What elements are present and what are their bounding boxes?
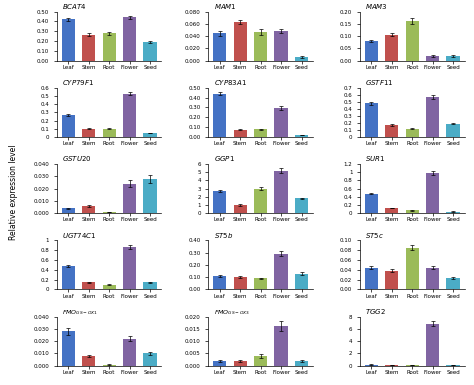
- Bar: [426, 56, 439, 61]
- Bar: [365, 268, 378, 290]
- Bar: [213, 94, 227, 137]
- Bar: [62, 208, 75, 213]
- Text: $\mathit{FMO}$$_{\mathit{GS-OX3}}$: $\mathit{FMO}$$_{\mathit{GS-OX3}}$: [214, 308, 250, 316]
- Bar: [254, 356, 267, 366]
- Bar: [102, 129, 116, 137]
- Bar: [274, 326, 288, 366]
- Bar: [406, 22, 419, 61]
- Bar: [365, 365, 378, 366]
- Bar: [102, 365, 116, 366]
- Bar: [234, 130, 247, 137]
- Bar: [274, 31, 288, 61]
- Bar: [234, 277, 247, 290]
- Bar: [295, 135, 308, 137]
- Bar: [295, 361, 308, 366]
- Text: $\it{TGG2}$: $\it{TGG2}$: [365, 307, 386, 316]
- Bar: [295, 199, 308, 213]
- Bar: [254, 189, 267, 213]
- Bar: [143, 179, 156, 213]
- Bar: [274, 171, 288, 213]
- Bar: [447, 278, 460, 290]
- Text: $\it{MAM3}$: $\it{MAM3}$: [365, 2, 388, 11]
- Text: $\it{CYP83A1}$: $\it{CYP83A1}$: [214, 78, 246, 87]
- Bar: [254, 129, 267, 137]
- Bar: [365, 41, 378, 61]
- Text: $\it{ST5c}$: $\it{ST5c}$: [365, 231, 384, 239]
- Bar: [426, 97, 439, 137]
- Bar: [123, 184, 136, 213]
- Bar: [254, 278, 267, 290]
- Bar: [385, 208, 399, 213]
- Bar: [62, 266, 75, 290]
- Bar: [102, 285, 116, 290]
- Bar: [82, 129, 95, 137]
- Text: $\it{GSTU20}$: $\it{GSTU20}$: [62, 154, 92, 163]
- Bar: [426, 173, 439, 213]
- Bar: [365, 103, 378, 137]
- Bar: [82, 282, 95, 290]
- Bar: [123, 94, 136, 137]
- Bar: [213, 33, 227, 61]
- Bar: [213, 276, 227, 290]
- Text: Relative expression level: Relative expression level: [9, 145, 18, 240]
- Bar: [102, 212, 116, 213]
- Bar: [213, 191, 227, 213]
- Bar: [82, 206, 95, 213]
- Bar: [143, 133, 156, 137]
- Text: $\it{CYP79F1}$: $\it{CYP79F1}$: [62, 78, 94, 87]
- Bar: [213, 361, 227, 366]
- Bar: [385, 35, 399, 61]
- Bar: [123, 17, 136, 61]
- Bar: [274, 109, 288, 137]
- Text: $\mathit{FMO}$$_{\mathit{GS-OX1}}$: $\mathit{FMO}$$_{\mathit{GS-OX1}}$: [62, 308, 99, 316]
- Bar: [447, 365, 460, 366]
- Bar: [274, 254, 288, 290]
- Bar: [406, 129, 419, 137]
- Bar: [426, 324, 439, 366]
- Bar: [426, 268, 439, 290]
- Text: $\it{ST5b}$: $\it{ST5b}$: [214, 231, 233, 239]
- Bar: [385, 365, 399, 366]
- Text: $\it{GGP1}$: $\it{GGP1}$: [214, 154, 235, 163]
- Bar: [102, 33, 116, 61]
- Bar: [234, 205, 247, 213]
- Bar: [143, 282, 156, 290]
- Bar: [82, 35, 95, 61]
- Bar: [406, 210, 419, 213]
- Bar: [123, 339, 136, 366]
- Text: $\it{GSTF11}$: $\it{GSTF11}$: [365, 78, 393, 87]
- Text: $\it{BCAT4}$: $\it{BCAT4}$: [62, 2, 87, 11]
- Bar: [295, 273, 308, 290]
- Bar: [365, 194, 378, 213]
- Bar: [62, 19, 75, 61]
- Bar: [123, 247, 136, 290]
- Bar: [143, 353, 156, 366]
- Bar: [406, 248, 419, 290]
- Bar: [143, 42, 156, 61]
- Bar: [447, 124, 460, 137]
- Text: $\it{MAM1}$: $\it{MAM1}$: [214, 2, 237, 11]
- Bar: [295, 57, 308, 61]
- Bar: [62, 115, 75, 137]
- Text: $\it{UGT74C1}$: $\it{UGT74C1}$: [62, 231, 97, 239]
- Bar: [406, 365, 419, 366]
- Bar: [254, 32, 267, 61]
- Bar: [82, 356, 95, 366]
- Bar: [385, 271, 399, 290]
- Bar: [385, 125, 399, 137]
- Bar: [234, 22, 247, 61]
- Bar: [447, 56, 460, 61]
- Bar: [447, 212, 460, 213]
- Bar: [234, 361, 247, 366]
- Text: $\it{SUR1}$: $\it{SUR1}$: [365, 154, 385, 163]
- Bar: [62, 331, 75, 366]
